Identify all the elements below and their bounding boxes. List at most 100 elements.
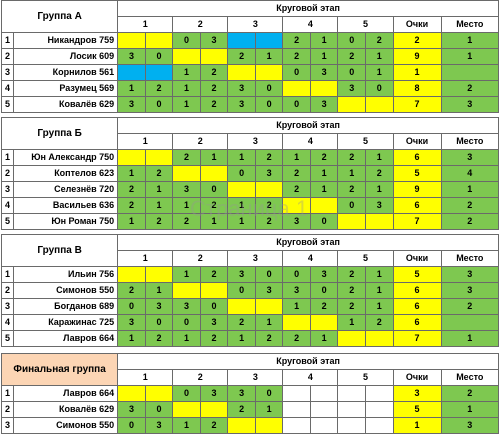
- score-cell: 0: [337, 64, 366, 81]
- opponent-col-header: 2: [172, 133, 229, 150]
- score-cell: 2: [117, 282, 146, 299]
- score-cell: 1: [172, 80, 201, 97]
- place-cell: 3: [440, 149, 500, 166]
- table-row: 3 Богданов 689 0 3 3 0 1 2 2 1 6 2: [0, 298, 500, 315]
- score-cell: [282, 197, 311, 214]
- score-cell: [254, 417, 284, 434]
- points-cell: 6: [392, 149, 442, 166]
- score-cell: 3: [117, 314, 146, 331]
- table-row: 3 Корнилов 561 1 2 0 3 0 1 1: [0, 64, 500, 81]
- score-cell: 2: [199, 330, 229, 347]
- score-cell: 2: [172, 213, 201, 230]
- score-cell: 0: [254, 385, 284, 402]
- score-cell: 0: [199, 181, 229, 198]
- place-cell: [440, 64, 500, 81]
- table-row: 3 Селезнёв 720 2 1 3 0 2 1 2 1 9 1: [0, 181, 500, 198]
- opponent-col-header: 2: [172, 369, 229, 386]
- score-cell: 2: [172, 149, 201, 166]
- place-cell: 1: [440, 32, 500, 49]
- points-cell: 2: [392, 32, 442, 49]
- score-cell: 1: [117, 80, 146, 97]
- group-title-row: Финальная группа Круговой этап: [0, 353, 499, 386]
- points-cell: 5: [392, 266, 442, 283]
- score-cell: 2: [282, 48, 311, 65]
- score-cell: 1: [117, 165, 146, 182]
- score-cell: 1: [199, 149, 229, 166]
- score-cell: 1: [227, 197, 256, 214]
- score-cell: [282, 80, 311, 97]
- score-cell: 1: [364, 48, 394, 65]
- opponent-col-header: 2: [172, 16, 229, 33]
- place-cell: 3: [440, 266, 500, 283]
- player-name: Лавров 664: [13, 330, 119, 347]
- player-name: Юн Александр 750: [13, 149, 119, 166]
- score-cell: 2: [309, 149, 339, 166]
- score-cell: [199, 48, 229, 65]
- column-header-row: 1 2 3 4 5 Очки Место: [2, 250, 500, 267]
- score-cell: 0: [144, 48, 174, 65]
- score-cell: 0: [227, 282, 256, 299]
- table-row: 2 Симонов 550 2 1 0 3 3 0 2 1 6 3: [0, 282, 500, 299]
- score-cell: [309, 197, 339, 214]
- score-cell: 3: [254, 165, 284, 182]
- row-number: 3: [0, 417, 15, 434]
- table-row: 4 Разумец 569 1 2 1 2 3 0 3 0 8 2: [0, 80, 500, 97]
- row-number: 5: [0, 96, 15, 113]
- opponent-col-header: 5: [337, 16, 394, 33]
- score-cell: [227, 64, 256, 81]
- row-number: 5: [0, 213, 15, 230]
- score-cell: [309, 314, 339, 331]
- opponent-col-header: 4: [282, 250, 339, 267]
- score-cell: 1: [117, 213, 146, 230]
- table-row: 1 Лавров 664 0 3 3 0 3 2: [0, 385, 500, 402]
- score-cell: [172, 165, 201, 182]
- points-cell: 6: [392, 197, 442, 214]
- score-cell: 0: [309, 213, 339, 230]
- score-cell: 3: [254, 282, 284, 299]
- score-cell: 2: [199, 80, 229, 97]
- opponent-col-header: 2: [172, 250, 229, 267]
- score-cell: [172, 48, 201, 65]
- score-cell: 1: [309, 181, 339, 198]
- place-cell: 2: [440, 213, 500, 230]
- score-cell: 2: [199, 197, 229, 214]
- table-row: 1 Никандров 759 0 3 2 1 0 2 2 1: [0, 32, 500, 49]
- score-cell: 3: [144, 298, 174, 315]
- score-cell: 0: [144, 96, 174, 113]
- score-cell: 2: [227, 314, 256, 331]
- points-cell: 7: [392, 330, 442, 347]
- opponent-col-header: 5: [337, 369, 394, 386]
- row-number: 4: [0, 197, 15, 214]
- score-cell: 1: [364, 282, 394, 299]
- score-cell: 1: [199, 213, 229, 230]
- points-cell: 1: [392, 64, 442, 81]
- table-row: 5 Ковалёв 629 3 0 1 2 3 0 0 3 7 3: [0, 96, 500, 113]
- score-cell: [117, 32, 146, 49]
- score-cell: 1: [254, 314, 284, 331]
- place-cell: 3: [440, 417, 500, 434]
- score-cell: 0: [144, 314, 174, 331]
- score-cell: [227, 32, 256, 49]
- score-cell: 3: [117, 48, 146, 65]
- place-header: Место: [440, 133, 500, 150]
- place-cell: 1: [440, 401, 500, 418]
- score-cell: [227, 417, 256, 434]
- score-cell: 3: [199, 385, 229, 402]
- score-cell: 0: [172, 314, 201, 331]
- score-cell: 2: [254, 330, 284, 347]
- score-cell: 2: [144, 330, 174, 347]
- score-cell: 0: [282, 266, 311, 283]
- group-title: Группа А: [0, 0, 119, 33]
- score-cell: 0: [254, 266, 284, 283]
- score-cell: 3: [364, 197, 394, 214]
- score-cell: 1: [172, 330, 201, 347]
- opponent-col-header: 3: [227, 250, 284, 267]
- stage-header: Круговой этап: [117, 353, 499, 370]
- score-cell: [337, 417, 366, 434]
- opponent-col-header: 3: [227, 133, 284, 150]
- score-cell: [144, 32, 174, 49]
- score-cell: [364, 417, 394, 434]
- opponent-col-header: 3: [227, 16, 284, 33]
- score-cell: 0: [199, 298, 229, 315]
- score-cell: 1: [144, 282, 174, 299]
